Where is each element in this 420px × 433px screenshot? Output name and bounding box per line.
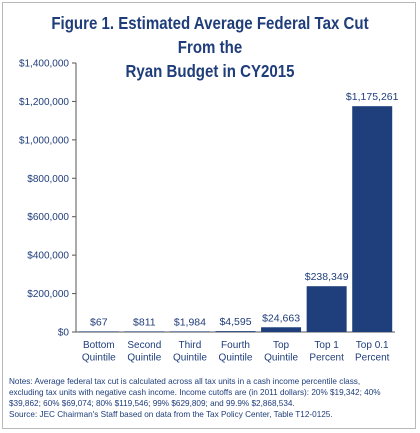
bar-value-label: $24,663 <box>262 312 300 324</box>
y-tick-label: $1,400,000 <box>19 59 69 70</box>
chart-title-line-2: Ryan Budget in CY2015 <box>125 61 295 81</box>
bar <box>306 286 347 332</box>
x-tick-label: Fourth <box>221 340 250 351</box>
bar <box>78 331 119 332</box>
x-tick-label: Quintile <box>219 353 253 364</box>
notes-line-4: Source: JEC Chairman's Staff based on da… <box>9 410 333 419</box>
bar-value-label: $1,175,261 <box>346 91 399 103</box>
x-tick-label: Top <box>273 340 290 351</box>
bar <box>169 331 210 332</box>
bar-value-label: $238,349 <box>305 271 349 283</box>
x-tick-label: Quintile <box>127 353 161 364</box>
y-tick-label: $0 <box>58 328 70 339</box>
x-tick-label: Percent <box>309 353 344 364</box>
value-labels: $67 $811 $1,984 $4,595 $24,663 $238,349 $1,175… <box>90 91 399 328</box>
notes-line-3: $39,862; 60% $69,074; 80% $119,546; 99% … <box>9 399 295 408</box>
x-tick-label: Quintile <box>173 353 207 364</box>
bars <box>78 106 393 332</box>
bar <box>261 327 302 332</box>
bar-value-label: $1,984 <box>174 316 206 328</box>
y-tick-label: $800,000 <box>27 174 69 185</box>
x-tick-label: Quintile <box>264 353 298 364</box>
x-tick-label: Top 1 <box>314 340 339 351</box>
notes-line-1: Notes: Average federal tax cut is calcul… <box>9 377 361 386</box>
x-tick-label: Top 0.1 <box>356 340 389 351</box>
x-tick-label: Second <box>127 340 161 351</box>
y-tick-label: $600,000 <box>27 212 69 223</box>
chart-title-line-1: Figure 1. Estimated Average Federal Tax … <box>51 13 369 57</box>
bar-value-label: $811 <box>133 316 156 328</box>
bar <box>215 331 256 332</box>
x-tick-label: Third <box>179 340 202 351</box>
bar <box>124 331 165 332</box>
figure-frame: Figure 1. Estimated Average Federal Tax … <box>2 2 416 429</box>
y-tick-label: $200,000 <box>27 289 69 300</box>
y-tick-label: $400,000 <box>27 251 69 262</box>
chart-notes: Notes: Average federal tax cut is calcul… <box>9 376 409 420</box>
bar-value-label: $67 <box>90 316 108 328</box>
y-tick-label: $1,200,000 <box>19 97 69 108</box>
x-tick-label: Percent <box>355 353 390 364</box>
chart-title: Figure 1. Estimated Average Federal Tax … <box>32 11 388 83</box>
category-labels: Bottom Quintile Second Quintile Third Quintil… <box>82 340 390 364</box>
x-tick-label: Bottom <box>83 340 115 351</box>
y-axis: $0 $200,000 $400,000 $600,000 $800,000 $1,000… <box>19 59 77 339</box>
y-tick-label: $1,000,000 <box>19 135 69 146</box>
bar <box>352 106 393 332</box>
x-tick-label: Quintile <box>82 353 116 364</box>
bar-value-label: $4,595 <box>219 316 251 328</box>
notes-line-2: excluding tax units with negative cash i… <box>9 388 381 397</box>
